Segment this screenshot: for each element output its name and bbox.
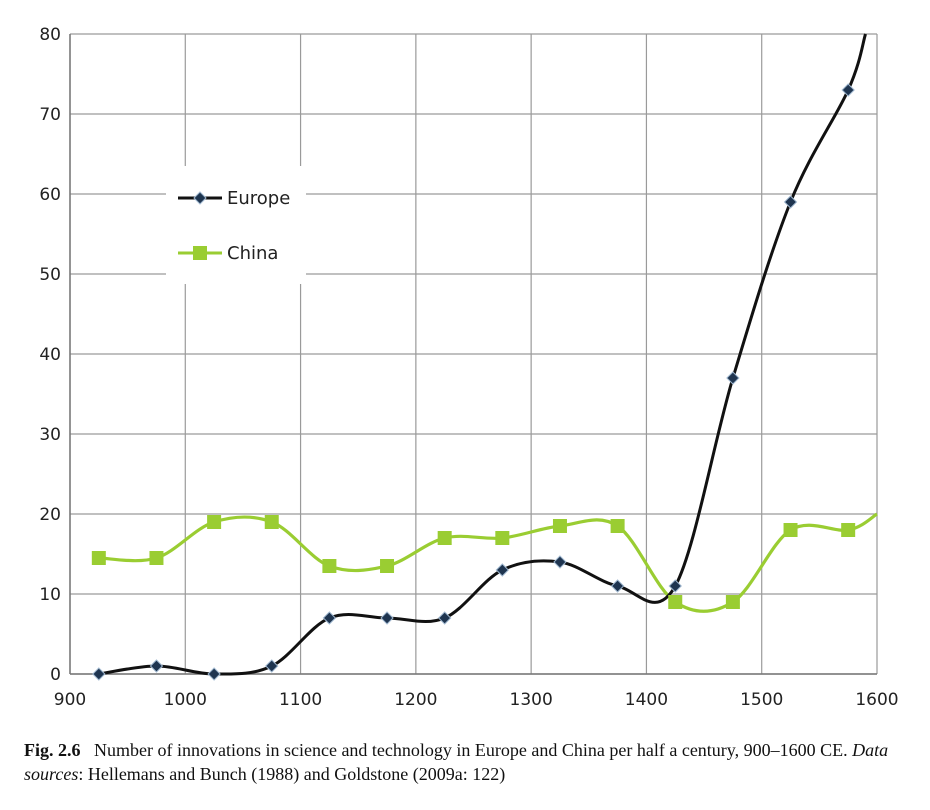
x-tick-label-1100: 1100 (279, 690, 322, 710)
europe-marker-1225 (437, 611, 452, 625)
europe-marker-1575 (841, 83, 855, 97)
legend-box (166, 166, 306, 284)
x-tick-label-1600: 1600 (855, 690, 898, 710)
china-marker-1375 (610, 519, 625, 533)
x-tick-label-1300: 1300 (510, 690, 553, 710)
caption-sources-text: : Hellemans and Bunch (1988) and Goldsto… (78, 764, 506, 784)
y-tick-label-0: 0 (50, 665, 61, 685)
legend-marker-china (193, 246, 207, 260)
series-markers (91, 83, 856, 681)
legend-label-china: China (227, 243, 278, 264)
x-tick-label-1000: 1000 (164, 690, 207, 710)
europe-marker-925 (92, 667, 106, 681)
tick-labels: 0 10 20 30 40 50 60 70 80 900 1000 1100 1200 1300 1400… (39, 25, 898, 710)
china-marker-1575 (841, 523, 856, 537)
china-marker-1075 (264, 515, 279, 529)
china-marker-1225 (437, 531, 452, 545)
figure-label: Fig. 2.6 (24, 740, 81, 760)
europe-marker-1025 (207, 667, 221, 681)
china-line (98, 512, 878, 613)
europe-marker-975 (149, 659, 164, 673)
legend: Europe China (166, 166, 306, 284)
grid-lines (69, 33, 878, 675)
europe-marker-1175 (380, 611, 394, 625)
china-marker-1325 (552, 519, 567, 533)
europe-marker-1325 (553, 555, 567, 569)
caption-sources-label: Data sources (24, 740, 889, 784)
y-tick-label-80: 80 (39, 25, 61, 45)
china-marker-975 (149, 551, 164, 565)
europe-marker-1275 (495, 563, 510, 577)
europe-marker-1525 (783, 195, 798, 209)
y-tick-label-30: 30 (39, 425, 61, 445)
x-tick-label-900: 900 (54, 690, 86, 710)
y-tick-label-60: 60 (39, 185, 61, 205)
china-marker-1275 (495, 531, 510, 545)
x-tick-label-1400: 1400 (625, 690, 668, 710)
y-tick-label-10: 10 (39, 585, 61, 605)
europe-marker-1375 (610, 579, 625, 593)
europe-marker-1075 (265, 659, 279, 673)
y-tick-label-20: 20 (39, 505, 61, 525)
china-marker-1175 (380, 559, 395, 573)
china-marker-925 (91, 551, 106, 565)
china-marker-1125 (322, 559, 337, 573)
figure-caption: Fig. 2.6 Number of innovations in scienc… (24, 738, 919, 786)
china-marker-1025 (207, 515, 222, 529)
legend-label-europe: Europe (227, 188, 290, 209)
y-tick-label-50: 50 (39, 265, 61, 285)
x-tick-label-1200: 1200 (394, 690, 437, 710)
x-tick-label-1500: 1500 (740, 690, 783, 710)
line-chart: 0 10 20 30 40 50 60 70 80 900 1000 1100 1200 1300 1400… (39, 25, 898, 710)
china-marker-1525 (783, 523, 798, 537)
y-tick-label-40: 40 (39, 345, 61, 365)
europe-marker-1475 (726, 371, 740, 385)
europe-marker-1125 (322, 611, 337, 625)
legend-marker-europe (193, 191, 207, 205)
china-marker-1425 (668, 595, 683, 609)
y-tick-label-70: 70 (39, 105, 61, 125)
europe-marker-1425 (668, 579, 682, 593)
china-marker-1475 (725, 595, 740, 609)
caption-text: Number of innovations in science and tec… (94, 740, 848, 760)
